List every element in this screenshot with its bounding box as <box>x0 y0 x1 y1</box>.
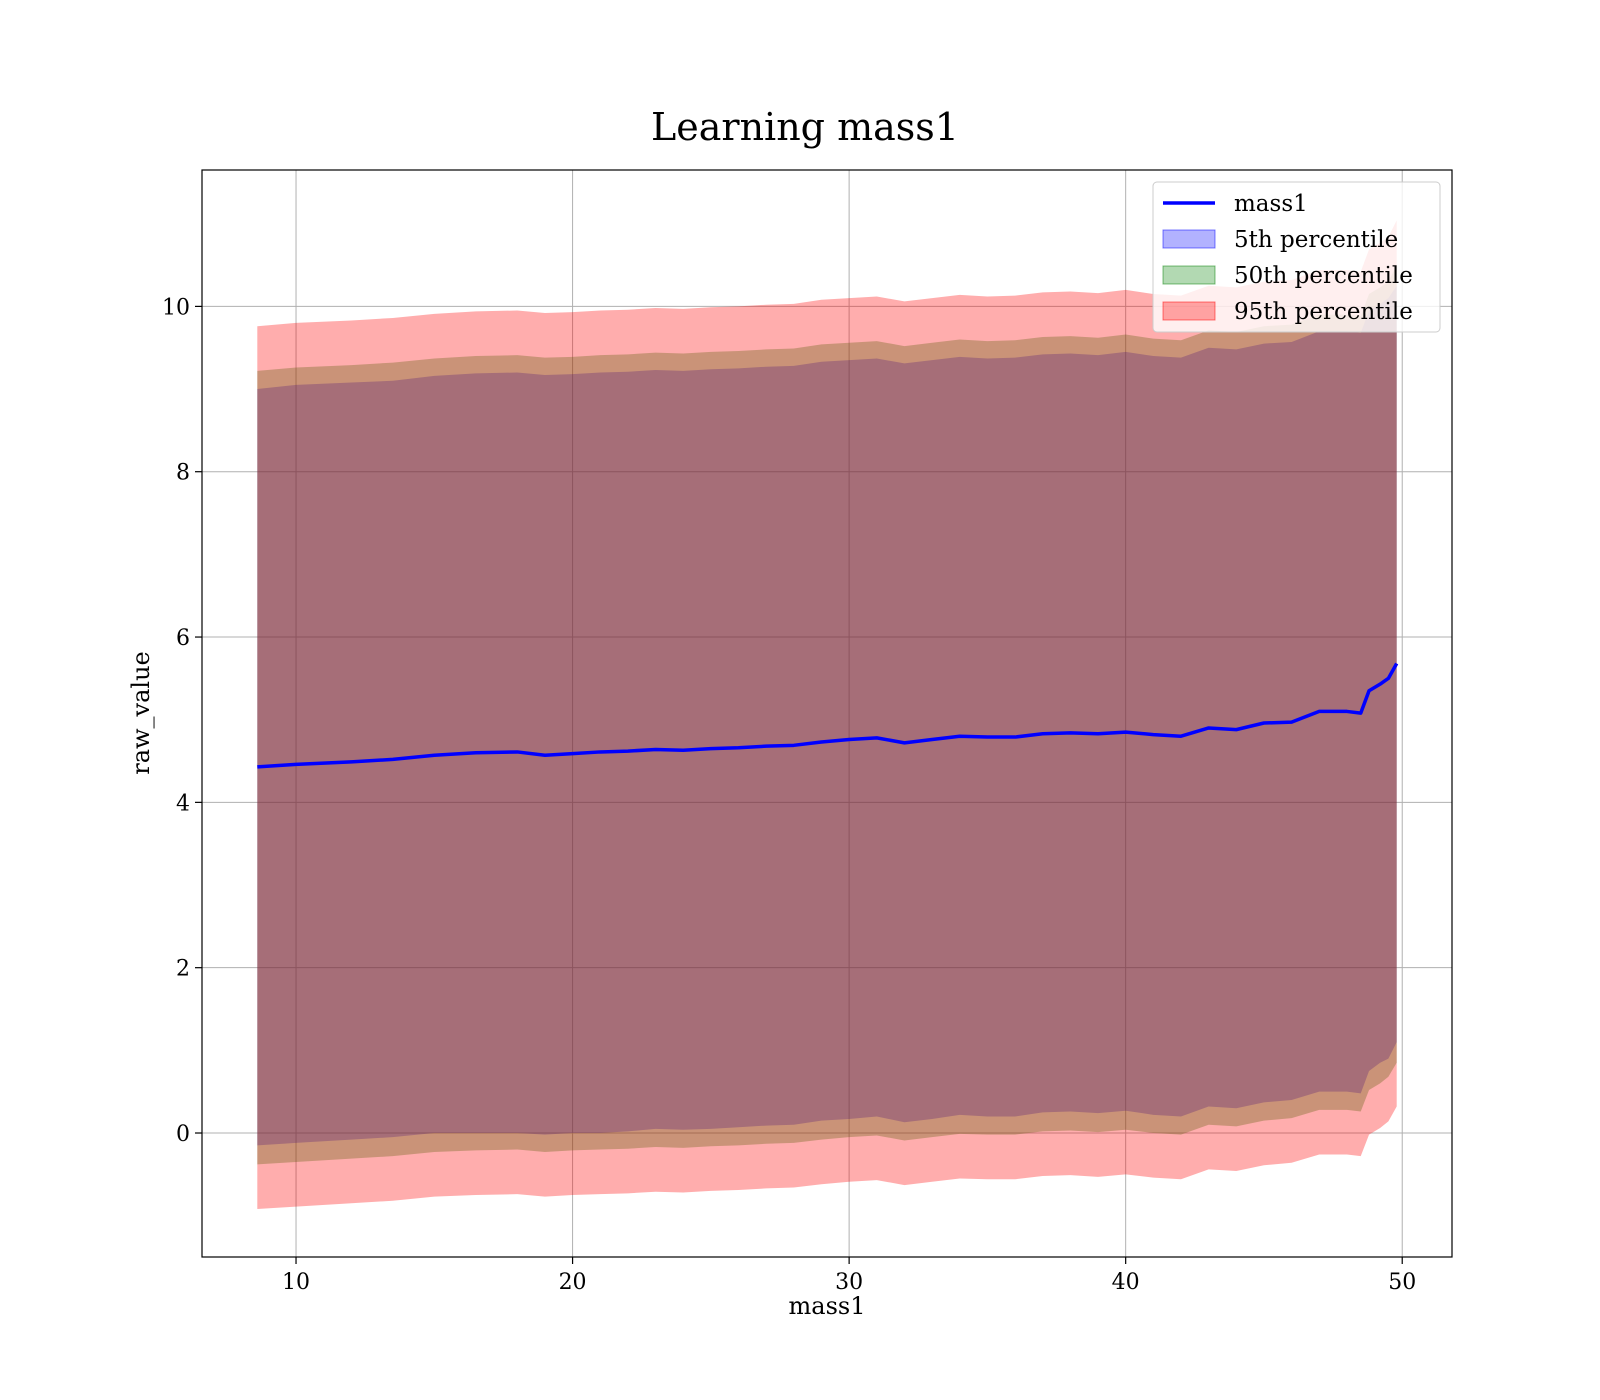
x-tick-label: 20 <box>559 1270 587 1295</box>
legend-label-mass1: mass1 <box>1234 191 1308 217</box>
legend-label-50th-percentile: 50th percentile <box>1234 263 1413 289</box>
y-axis-label: raw_value <box>127 651 155 775</box>
y-tick-label: 4 <box>176 791 190 816</box>
y-tick-label: 10 <box>162 295 190 320</box>
grid-layer <box>202 170 1452 1257</box>
band-50th-percentile <box>257 265 1397 1165</box>
legend-swatch-5th-percentile <box>1162 229 1216 249</box>
y-tick-label: 8 <box>176 461 190 486</box>
chart-title: Learning mass1 <box>651 105 959 149</box>
x-tick-label: 30 <box>835 1270 863 1295</box>
legend-swatch-95th-percentile <box>1162 301 1216 321</box>
y-tick-label: 6 <box>176 626 190 651</box>
band-layer <box>257 220 1397 1210</box>
series-line-mass1 <box>257 662 1399 769</box>
line-layer <box>257 662 1399 769</box>
legend-label-5th-percentile: 5th percentile <box>1234 227 1398 253</box>
x-tick-label: 50 <box>1388 1270 1416 1295</box>
band-95th-percentile <box>257 220 1397 1210</box>
legend-entries: mass1 5th percentile 50th percentile 95th p… <box>1162 191 1413 325</box>
x-axis-ticks: 10 20 30 40 50 <box>282 1257 1416 1295</box>
x-axis-label: mass1 <box>789 1292 866 1320</box>
plot-frame <box>201 169 1453 1258</box>
legend-label-95th-percentile: 95th percentile <box>1234 299 1413 325</box>
x-tick-label: 40 <box>1112 1270 1140 1295</box>
band-5th-percentile <box>257 285 1397 1146</box>
y-axis-ticks: 0 2 4 6 8 10 <box>162 295 202 1147</box>
y-tick-label: 0 <box>176 1122 190 1147</box>
legend: mass1 5th percentile 50th percentile 95th p… <box>1152 181 1441 333</box>
x-tick-label: 10 <box>282 1270 310 1295</box>
y-tick-label: 2 <box>176 957 190 982</box>
legend-box <box>1152 181 1441 333</box>
legend-swatch-50th-percentile <box>1162 265 1216 285</box>
